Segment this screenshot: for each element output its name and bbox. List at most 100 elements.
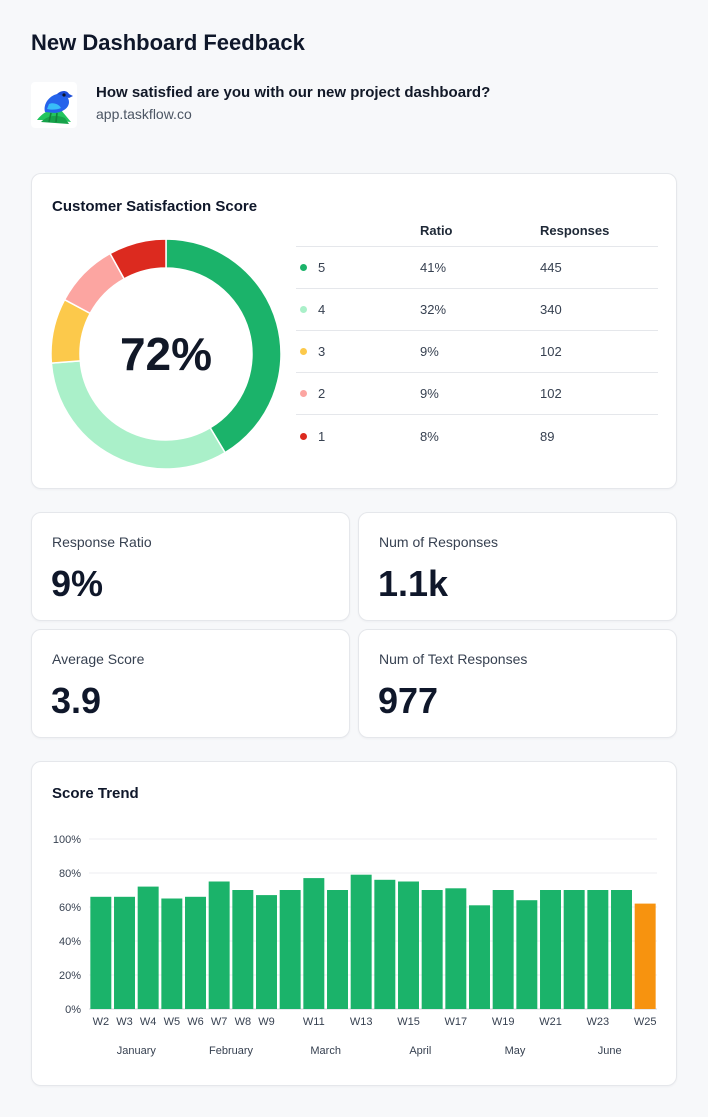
legend-dot-icon	[300, 348, 307, 355]
app-url: app.taskflow.co	[96, 106, 192, 122]
bar-w14[interactable]	[374, 879, 396, 1009]
table-row: 4 32% 340	[296, 289, 658, 331]
table-header: Ratio Responses	[296, 214, 658, 247]
bar-w17[interactable]	[445, 888, 467, 1009]
bar-w8[interactable]	[232, 890, 254, 1009]
metric-label: Num of Text Responses	[379, 651, 528, 667]
x-tick-label: W8	[235, 1016, 252, 1028]
month-label: January	[117, 1045, 157, 1057]
bar-w6[interactable]	[185, 896, 206, 1009]
x-tick-label: W4	[140, 1016, 157, 1028]
score-label: 2	[318, 386, 326, 401]
score-label: 3	[318, 344, 326, 359]
score-cell: 4	[296, 302, 420, 317]
survey-question: How satisfied are you with our new proje…	[96, 84, 491, 101]
y-tick-label: 20%	[59, 970, 81, 982]
ratio-cell: 32%	[420, 302, 447, 317]
table-row: 2 9% 102	[296, 373, 658, 415]
bar-w23[interactable]	[587, 890, 609, 1009]
bar-w10[interactable]	[279, 890, 301, 1009]
table-row: 3 9% 102	[296, 331, 658, 373]
y-tick-label: 100%	[53, 834, 81, 846]
ratio-cell: 41%	[420, 260, 447, 275]
score-trend-title: Score Trend	[52, 785, 139, 802]
bar-w4[interactable]	[137, 886, 159, 1009]
score-trend-chart: 0% 20% 40% 60% 80% 100% W2 W3 W4 W5 W6 W7 W8 W9 W11 W13…	[53, 834, 657, 1057]
bar-w12[interactable]	[327, 890, 348, 1009]
metric-label: Response Ratio	[52, 534, 152, 550]
responses-cell: 89	[540, 428, 555, 444]
legend-dot-icon	[300, 390, 307, 397]
average-score-card: Average Score 3.9	[31, 629, 350, 738]
metric-value: 1.1k	[378, 563, 449, 604]
bar-w15[interactable]	[398, 881, 419, 1010]
metric-value: 3.9	[51, 680, 102, 721]
num-text-responses-card: Num of Text Responses 977	[358, 629, 677, 738]
donut-slice-score-1	[109, 238, 167, 280]
score-label: 1	[318, 428, 326, 444]
metric-label: Num of Responses	[379, 534, 499, 550]
ratio-cell: 8%	[420, 428, 439, 444]
x-tick-label: W25	[634, 1016, 657, 1028]
x-tick-label: W17	[445, 1016, 468, 1028]
month-label: March	[310, 1045, 341, 1057]
bar-w3[interactable]	[114, 896, 135, 1009]
bar-w22[interactable]	[563, 890, 585, 1009]
responses-cell: 340	[540, 302, 562, 317]
num-responses-card: Num of Responses 1.1k	[358, 512, 677, 621]
ratio-cell: 9%	[420, 344, 439, 359]
bar-w13[interactable]	[350, 874, 372, 1009]
bar-w11[interactable]	[303, 878, 325, 1009]
legend-dot-icon	[300, 432, 307, 440]
bar-w19[interactable]	[492, 890, 514, 1009]
response-ratio-card: Response Ratio 9%	[31, 512, 350, 621]
x-tick-label: W15	[397, 1016, 420, 1028]
x-tick-label: W9	[258, 1016, 275, 1028]
score-cell: 5	[296, 260, 420, 275]
bar-w21[interactable]	[540, 890, 561, 1009]
bar-w20[interactable]	[516, 900, 538, 1009]
x-tick-label: W23	[587, 1016, 610, 1028]
csat-score-value: 72%	[119, 328, 213, 380]
metric-value: 977	[378, 680, 439, 721]
bar-w5[interactable]	[161, 898, 183, 1010]
column-header-responses: Responses	[540, 222, 610, 238]
score-cell: 2	[296, 386, 420, 401]
bird-icon	[31, 82, 77, 128]
score-cell: 3	[296, 344, 420, 359]
bar-w7[interactable]	[208, 881, 230, 1010]
x-tick-label: W3	[116, 1016, 133, 1028]
csat-donut-chart	[50, 238, 282, 470]
bar-w2[interactable]	[90, 896, 112, 1009]
bar-w18[interactable]	[469, 905, 490, 1009]
score-breakdown-table: Ratio Responses 5 41% 445 4 32% 340 3 9% 102 2 9% 1…	[296, 214, 658, 457]
app-info: How satisfied are you with our new proje…	[31, 82, 490, 128]
bar-w16[interactable]	[421, 890, 443, 1009]
score-label: 5	[318, 260, 326, 275]
score-label: 4	[318, 302, 326, 317]
responses-cell: 102	[540, 344, 562, 359]
x-tick-label: W13	[350, 1016, 373, 1028]
metric-label: Average Score	[52, 651, 145, 667]
page-title: New Dashboard Feedback	[31, 30, 305, 55]
y-tick-label: 40%	[59, 936, 81, 948]
x-tick-label: W21	[539, 1016, 562, 1028]
y-tick-label: 0%	[65, 1004, 81, 1016]
month-label: February	[209, 1045, 254, 1057]
score-cell: 1	[296, 429, 420, 444]
table-row: 1 8% 89	[296, 415, 658, 457]
responses-cell: 445	[540, 260, 562, 275]
y-tick-label: 80%	[59, 868, 81, 880]
csat-title: Customer Satisfaction Score	[52, 198, 258, 215]
column-header-ratio: Ratio	[420, 222, 453, 238]
x-tick-label: W7	[211, 1016, 228, 1028]
x-tick-label: W5	[164, 1016, 181, 1028]
bar-w9[interactable]	[256, 895, 277, 1009]
month-label: April	[409, 1045, 431, 1057]
donut-slice-score-5	[165, 238, 282, 454]
csat-card: Customer Satisfaction Score 72% Ratio Re…	[31, 173, 677, 489]
bar-w25[interactable]	[634, 903, 656, 1009]
x-tick-label: W19	[492, 1016, 515, 1028]
ratio-cell: 9%	[420, 386, 439, 401]
bar-w24[interactable]	[611, 890, 632, 1009]
